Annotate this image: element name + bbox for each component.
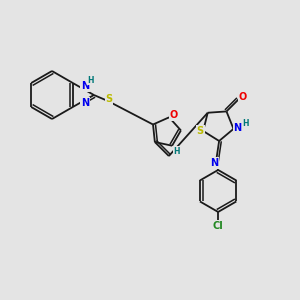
Text: N: N — [233, 123, 242, 133]
Text: O: O — [238, 92, 247, 102]
Text: Cl: Cl — [213, 221, 224, 231]
Text: O: O — [170, 110, 178, 120]
Text: N: N — [81, 98, 89, 108]
Text: H: H — [242, 119, 249, 128]
Text: H: H — [88, 76, 94, 85]
Text: H: H — [174, 146, 180, 155]
Text: S: S — [196, 126, 204, 136]
Text: S: S — [105, 94, 112, 104]
Text: N: N — [210, 158, 218, 168]
Text: N: N — [81, 81, 89, 91]
